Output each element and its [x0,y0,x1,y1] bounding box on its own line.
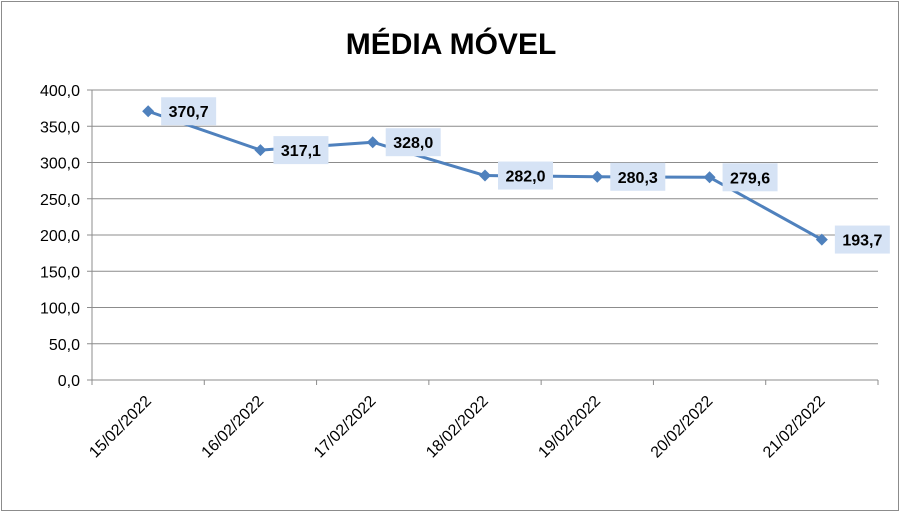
x-tick-label: 15/02/2022 [86,393,155,462]
series-line [142,105,828,246]
data-label-text: 370,7 [169,104,209,121]
data-label: 280,3 [610,162,666,191]
data-point-marker [254,144,267,157]
gridlines [92,89,878,345]
data-point-marker [366,136,379,149]
x-tick-label: 20/02/2022 [648,393,717,462]
data-label-text: 279,6 [730,170,770,187]
data-label-text: 317,1 [281,143,321,160]
y-tick-label: 200,0 [40,228,80,245]
data-label-box [834,225,890,254]
x-tick-label: 16/02/2022 [199,393,268,462]
data-label: 370,7 [161,97,217,126]
data-labels: 370,7 317,1 328,0 282,0 280,3 279,6 193,7 [161,97,890,254]
y-tick-label: 300,0 [40,156,80,173]
y-axis-ticks: 0,0 50,0 100,0 150,0 200,0 250,0 300,0 350,0 400… [40,83,92,390]
data-label-box [385,128,441,157]
data-label: 282,0 [498,161,553,190]
y-tick-label: 150,0 [40,264,80,281]
data-label-text: 282,0 [505,169,545,186]
data-point-marker [142,105,155,118]
y-tick-label: 250,0 [40,192,80,209]
chart-title: MÉDIA MÓVEL [346,27,557,61]
x-tick-label: 18/02/2022 [423,393,492,462]
data-label-text: 193,7 [842,233,882,250]
data-label: 328,0 [385,128,441,157]
x-tick-label: 21/02/2022 [760,393,829,462]
x-tick-label: 19/02/2022 [535,393,604,462]
data-point-marker [703,171,716,184]
y-tick-label: 400,0 [40,83,80,100]
data-label-box [161,97,217,126]
y-tick-label: 50,0 [49,337,80,354]
data-label-box [498,161,553,190]
x-axis-ticks: 15/02/2022 16/02/2022 17/02/2022 18/02/2022… [86,380,879,462]
data-point-marker [815,233,828,246]
x-tick-label: 17/02/2022 [311,393,380,462]
data-point-marker [591,170,604,183]
data-label: 279,6 [722,163,778,192]
data-label: 317,1 [273,136,329,165]
y-tick-label: 350,0 [40,119,80,136]
y-tick-label: 100,0 [40,301,80,318]
data-label-box [610,162,666,191]
data-label-box [722,163,778,192]
data-label-box [273,136,329,165]
data-label-text: 280,3 [618,170,658,187]
data-point-marker [479,169,491,182]
data-label-text: 328,0 [393,135,433,152]
data-label: 193,7 [834,225,890,254]
y-tick-label: 0,0 [58,373,80,390]
